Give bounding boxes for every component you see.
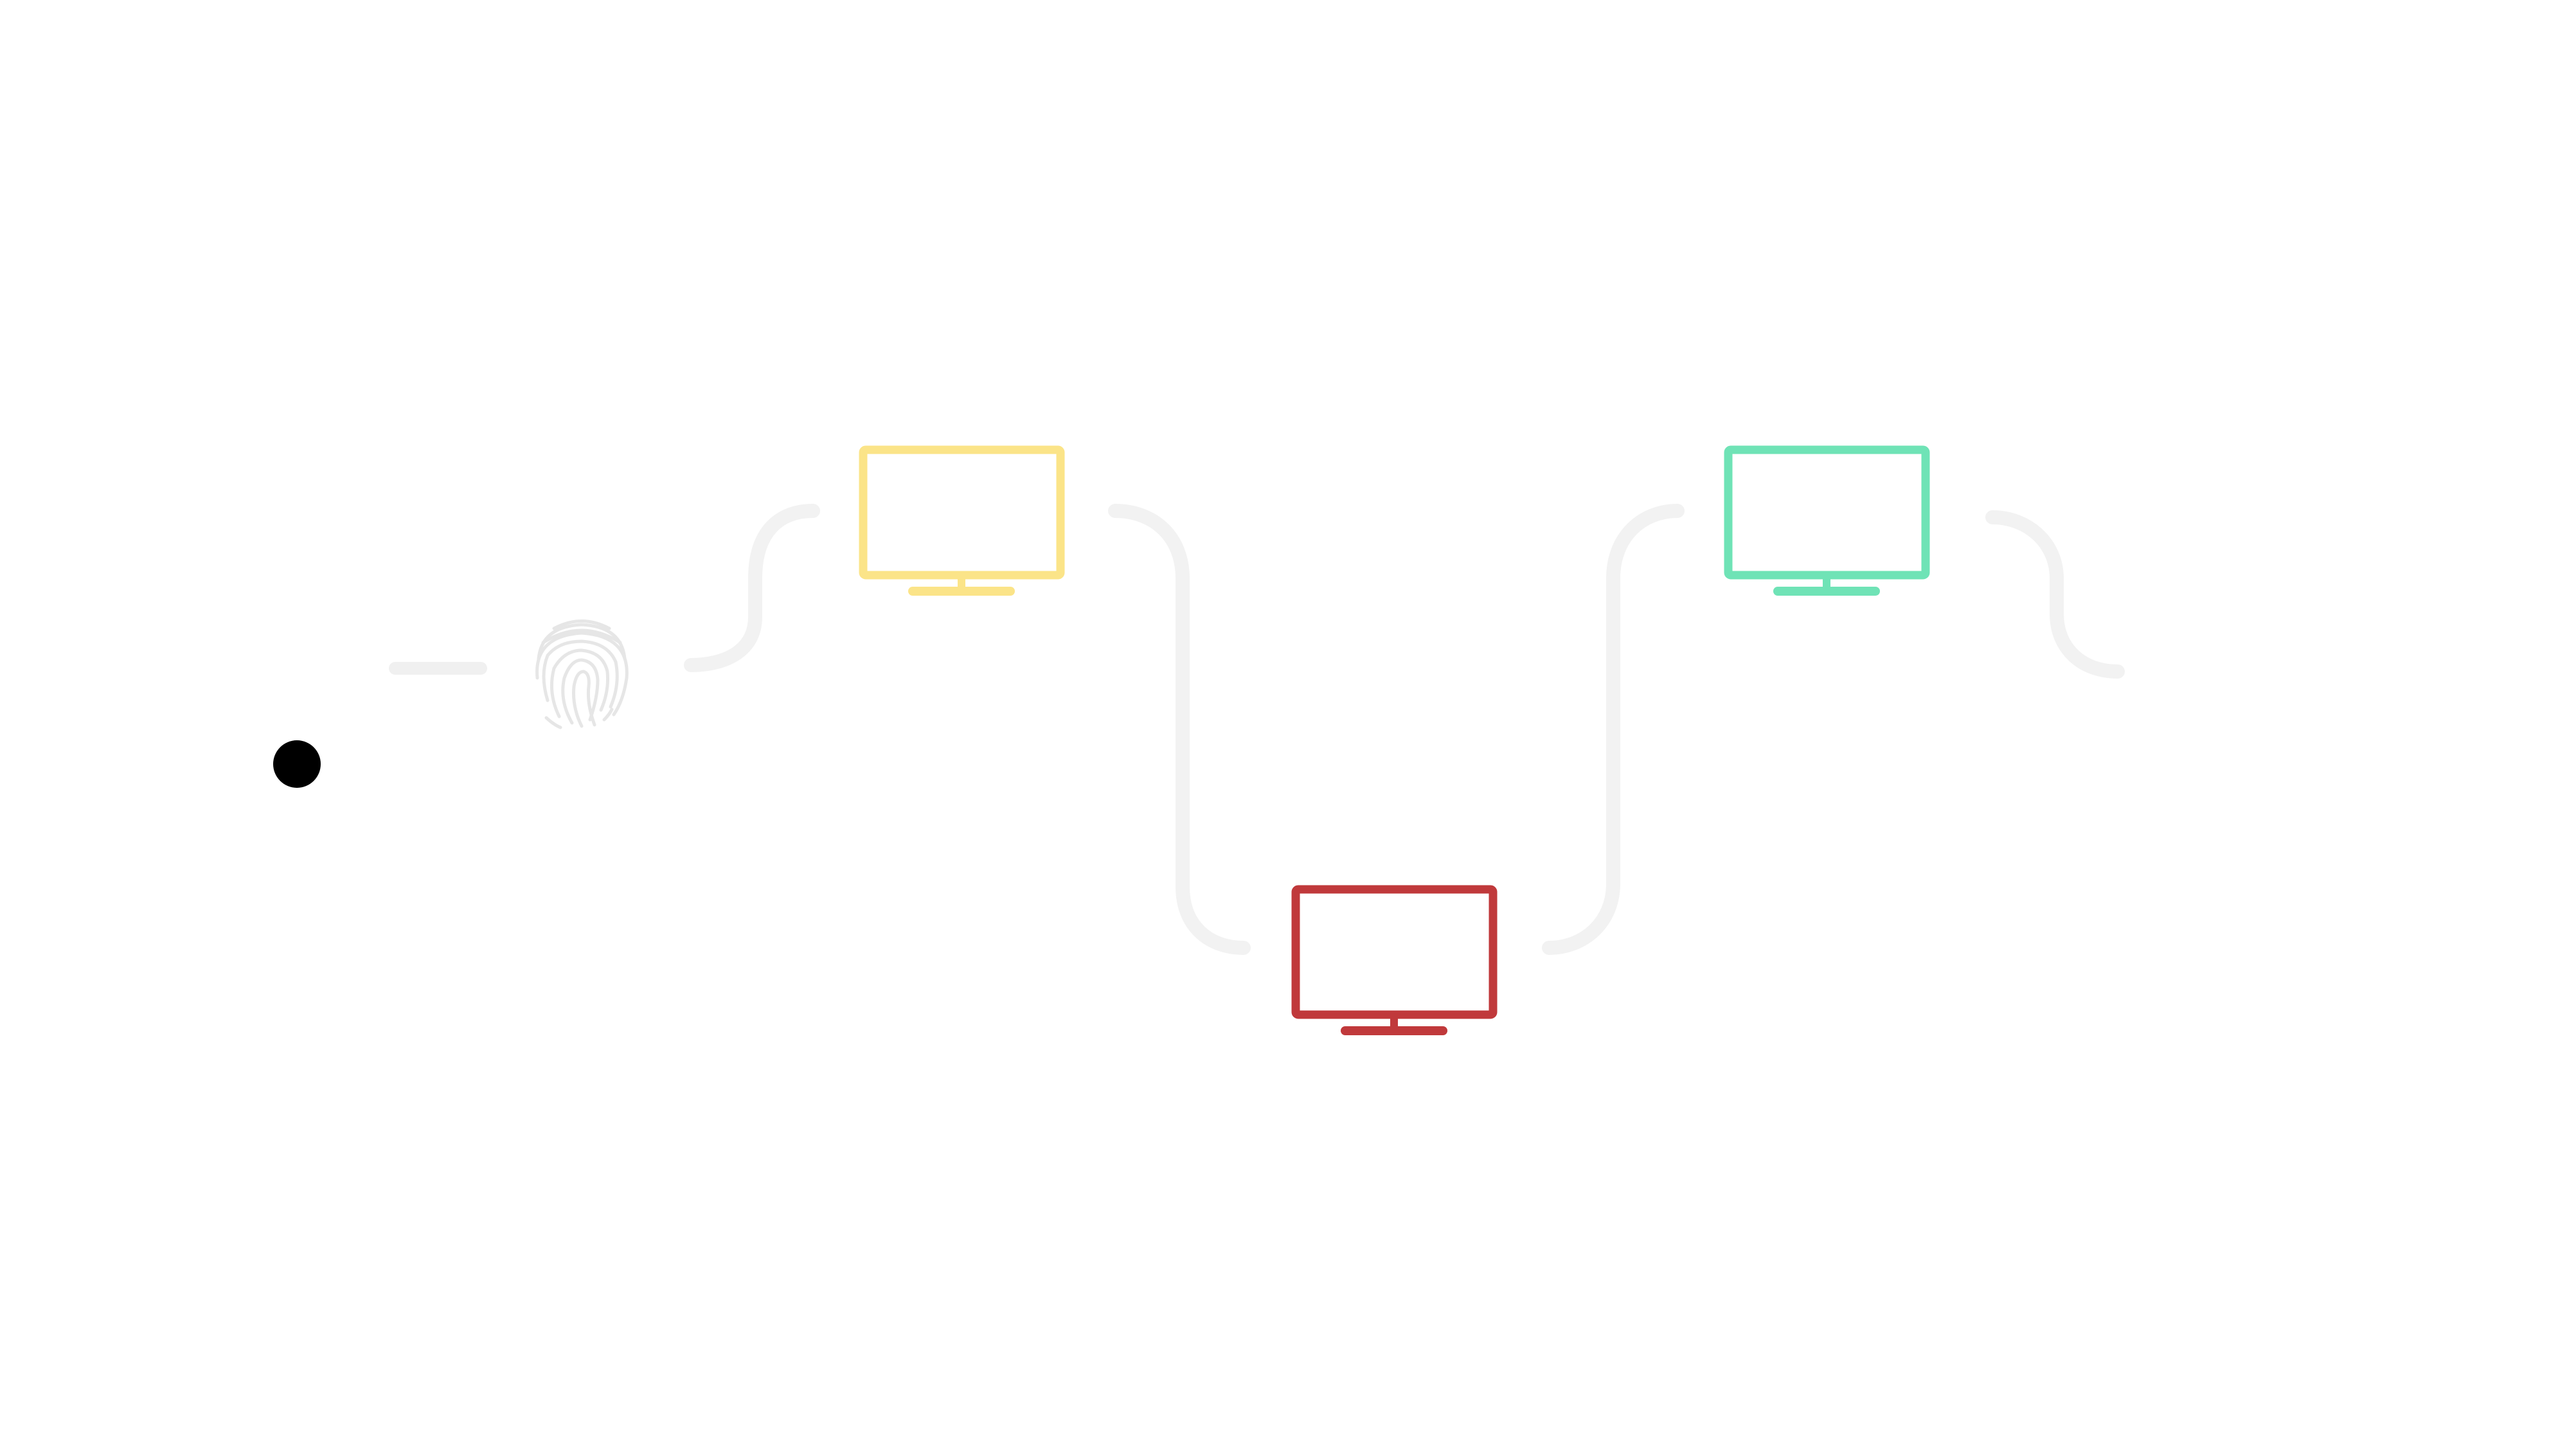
connector-monitor-3-out: [1985, 510, 2125, 679]
monitor-icon-1: [859, 445, 1065, 596]
connector-monitor-2-to-monitor-3: [1542, 504, 1685, 955]
monitor-icon-3: [1724, 445, 1930, 596]
connector-fingerprint-to-monitor-1: [684, 504, 820, 672]
fingerprint-icon: [535, 619, 629, 729]
connector-lines: [684, 504, 2125, 955]
monitor-icon-2: [1291, 885, 1498, 1035]
cursor-dot-icon: [273, 740, 321, 788]
connector-monitor-1-to-monitor-2: [1108, 504, 1251, 955]
